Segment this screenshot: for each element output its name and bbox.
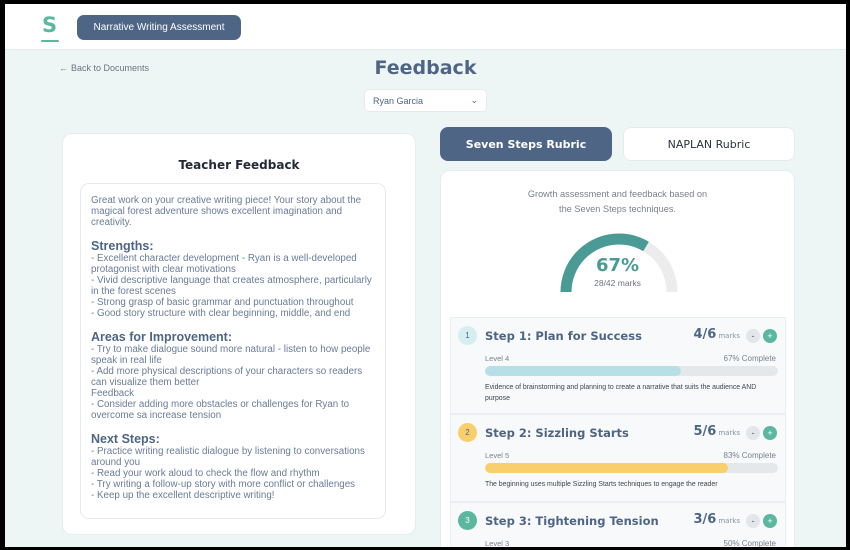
- top-bar: S Narrative Writing Assessment: [5, 4, 846, 50]
- teacher-feedback-card: Teacher Feedback Great work on your crea…: [62, 133, 416, 535]
- step-note: Evidence of brainstorming and planning t…: [485, 384, 757, 402]
- step-number-badge: 1: [458, 326, 477, 345]
- step-number-badge: 3: [458, 511, 477, 530]
- strengths-heading: Strengths:: [91, 239, 154, 253]
- student-select-value: Ryan Garcia: [373, 95, 424, 106]
- increase-marks-button[interactable]: +: [763, 514, 777, 528]
- feedback-line: - Vivid descriptive language that create…: [91, 275, 372, 297]
- step-name: Step 1: Plan for Success: [485, 329, 642, 343]
- rubric-step-3: 3 Step 3: Tightening Tension 3/6 marks - …: [450, 502, 786, 547]
- feedback-line: - Consider adding more obstacles or chal…: [91, 399, 350, 421]
- increase-marks-button[interactable]: +: [763, 329, 777, 343]
- step-progress-fill: [485, 366, 682, 376]
- step-note: The beginning uses multiple Sizzling Sta…: [485, 481, 718, 488]
- rubric-description-line: the Seven Steps techniques.: [559, 204, 676, 214]
- feedback-line: - Try to make dialogue sound more natura…: [91, 344, 371, 366]
- step-level: Level 3: [485, 539, 510, 547]
- step-progress-bar: [485, 463, 778, 473]
- step-level: Level 5: [485, 451, 510, 460]
- step-progress-bar: [485, 366, 778, 376]
- step-score: 3/6 marks: [693, 512, 740, 527]
- step-score: 5/6 marks: [693, 424, 740, 439]
- feedback-line: - Read your work aloud to check the flow…: [91, 468, 320, 479]
- areas-for-improvement-heading: Areas for Improvement:: [91, 330, 233, 344]
- back-link-label: Back to Documents: [71, 63, 150, 73]
- step-name: Step 2: Sizzling Starts: [485, 426, 629, 440]
- step-level: Level 4: [485, 354, 510, 363]
- feedback-line: - Keep up the excellent descriptive writ…: [91, 490, 275, 501]
- logo-letter: S: [42, 13, 58, 37]
- step-number-badge: 2: [458, 423, 477, 442]
- feedback-intro: Great work on your creative writing piec…: [91, 195, 362, 228]
- feedback-line: - Good story structure with clear beginn…: [91, 308, 351, 319]
- teacher-feedback-title: Teacher Feedback: [178, 158, 300, 172]
- app-window: S Narrative Writing Assessment ← Back to…: [5, 4, 846, 547]
- teacher-feedback-textarea[interactable]: Great work on your creative writing piec…: [80, 183, 386, 519]
- arrow-left-icon: ←: [59, 63, 68, 73]
- score-gauge: [560, 233, 678, 293]
- decrease-marks-button[interactable]: -: [746, 514, 760, 528]
- step-score: 4/6 marks: [693, 327, 740, 342]
- tab-seven-steps-rubric[interactable]: Seven Steps Rubric: [440, 127, 612, 161]
- step-complete: 50% Complete: [723, 539, 776, 547]
- feedback-line: - Add more physical descriptions of your…: [91, 366, 363, 388]
- step-complete: 67% Complete: [723, 354, 776, 363]
- rubric-description-line: Growth assessment and feedback based on: [527, 189, 708, 199]
- rubric-step-1: 1 Step 1: Plan for Success 4/6 marks - + …: [450, 317, 786, 414]
- app-logo[interactable]: S: [39, 13, 61, 43]
- overall-marks: 28/42 marks: [594, 278, 641, 288]
- feedback-line: - Try writing a follow-up story with mor…: [91, 479, 356, 490]
- increase-marks-button[interactable]: +: [763, 426, 777, 440]
- feedback-line: Feedback: [91, 388, 135, 399]
- feedback-line: - Excellent character development - Ryan…: [91, 253, 357, 275]
- feedback-line: - Strong grasp of basic grammar and punc…: [91, 297, 354, 308]
- logo-underline: [41, 40, 59, 42]
- decrease-marks-button[interactable]: -: [746, 329, 760, 343]
- feedback-line: - Practice writing realistic dialogue by…: [91, 446, 365, 468]
- overall-percent: 67%: [595, 255, 640, 276]
- next-steps-heading: Next Steps:: [91, 432, 160, 446]
- decrease-marks-button[interactable]: -: [746, 426, 760, 440]
- back-to-documents-link[interactable]: ← Back to Documents: [59, 63, 149, 73]
- document-title-pill[interactable]: Narrative Writing Assessment: [77, 15, 241, 40]
- step-progress-fill: [485, 463, 729, 473]
- rubric-step-2: 2 Step 2: Sizzling Starts 5/6 marks - + L…: [450, 414, 786, 502]
- chevron-down-icon: ⌄: [470, 95, 478, 105]
- step-complete: 83% Complete: [723, 451, 776, 460]
- tab-naplan-rubric[interactable]: NAPLAN Rubric: [623, 127, 795, 161]
- step-name: Step 3: Tightening Tension: [485, 514, 659, 528]
- page-title: Feedback: [374, 57, 477, 79]
- rubric-description: Growth assessment and feedback based on …: [441, 187, 794, 217]
- student-select[interactable]: Ryan Garcia ⌄: [364, 89, 487, 112]
- rubric-card: Growth assessment and feedback based on …: [440, 170, 795, 547]
